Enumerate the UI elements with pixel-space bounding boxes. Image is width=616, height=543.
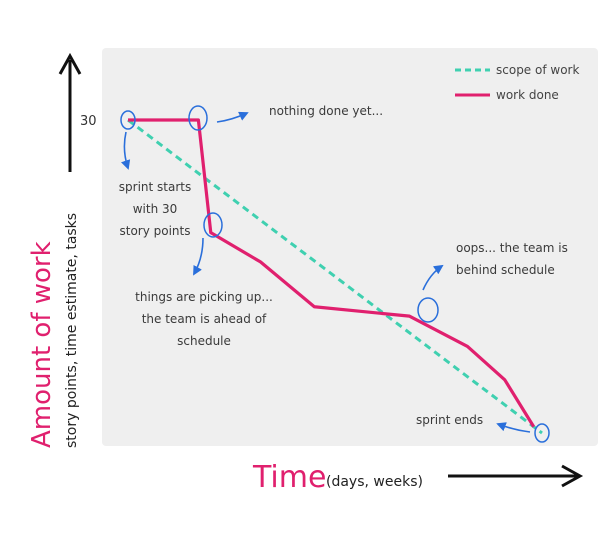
series-scope-of-work-line: [127, 118, 543, 435]
annotation-arrow-behind: [422, 264, 444, 291]
annotation-arrow-end: [496, 422, 531, 433]
annotation-circle-end: [534, 423, 550, 443]
annotation-arrow-nothing: [216, 111, 249, 123]
annotation-circle-ahead: [203, 212, 223, 238]
y-axis-title: Amount of work: [27, 241, 57, 448]
plot-area: [102, 48, 598, 446]
y-axis-arrowhead: [58, 52, 82, 75]
annotation-behind-1: oops... the team is: [456, 241, 568, 255]
y-axis-subtitle: story points, time estimate, tasks: [64, 213, 80, 448]
annotation-sprint-starts-2: with 30: [133, 202, 178, 216]
annotation-circle-start: [120, 110, 136, 130]
legend-work-label: work done: [496, 88, 559, 102]
legend-scope-label: scope of work: [496, 63, 579, 77]
annotation-sprint-starts-3: story points: [119, 224, 190, 238]
annotation-arrow-ahead: [193, 237, 204, 276]
annotation-arrow-start: [121, 131, 131, 170]
annotation-sprint-starts-1: sprint starts: [119, 180, 191, 194]
x-axis-title: Time: [252, 460, 326, 495]
series-work-done-line: [128, 118, 536, 428]
y-tick-label: 30: [80, 114, 97, 129]
x-axis-subtitle: (days, weeks): [326, 474, 423, 490]
annotation-circle-behind: [417, 297, 439, 323]
annotation-ahead-1: things are picking up...: [135, 290, 273, 304]
annotation-circle-nothing: [188, 105, 208, 131]
annotation-sprint-ends: sprint ends: [416, 413, 483, 427]
x-axis-arrowhead: [561, 464, 584, 488]
annotation-nothing-done: nothing done yet...: [269, 104, 383, 118]
annotation-behind-2: behind schedule: [456, 263, 555, 277]
annotation-ahead-3: schedule: [177, 334, 231, 348]
annotation-ahead-2: the team is ahead of: [142, 312, 267, 326]
